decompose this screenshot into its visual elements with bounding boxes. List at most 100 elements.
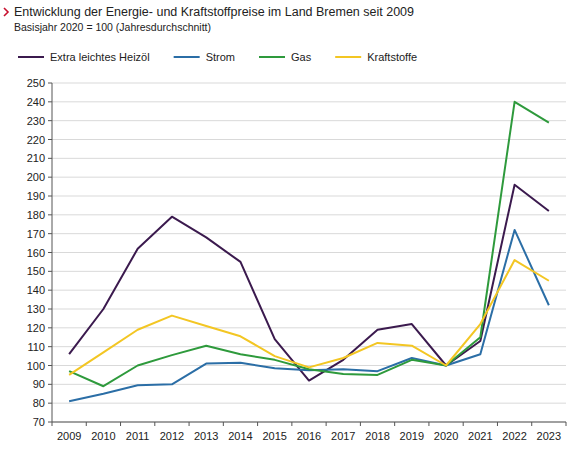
y-tick-label: 130 [27, 303, 45, 315]
grid-line [52, 177, 566, 178]
y-tick [48, 346, 52, 347]
x-tick [497, 422, 498, 426]
y-tick [48, 120, 52, 121]
series-line [69, 260, 549, 375]
y-tick-label: 200 [27, 171, 45, 183]
x-tick [394, 422, 395, 426]
grid-line [52, 120, 566, 121]
y-tick-label: 170 [27, 228, 45, 240]
x-tick [428, 422, 429, 426]
x-tick [120, 422, 121, 426]
x-axis [52, 422, 566, 423]
y-tick-label: 220 [27, 134, 45, 146]
y-tick-label: 210 [27, 152, 45, 164]
grid-line [52, 83, 566, 84]
y-tick [48, 83, 52, 84]
series-group [69, 102, 549, 401]
y-tick-label: 240 [27, 96, 45, 108]
grid-line [52, 290, 566, 291]
y-tick-label: 160 [27, 247, 45, 259]
y-tick [48, 196, 52, 197]
title-marker [4, 8, 8, 16]
x-tick-label: 2022 [502, 430, 526, 442]
y-tick [48, 327, 52, 328]
legend-label: Gas [291, 51, 312, 63]
x-tick-label: 2015 [262, 430, 286, 442]
series-line [69, 102, 549, 386]
x-tick-label: 2011 [126, 430, 150, 442]
x-tick [531, 422, 532, 426]
x-tick [189, 422, 190, 426]
grid-line [52, 139, 566, 140]
x-tick-label: 2019 [400, 430, 424, 442]
y-tick [48, 214, 52, 215]
legend-label: Kraftstoffe [367, 51, 417, 63]
y-tick [48, 403, 52, 404]
x-tick-label: 2010 [91, 430, 115, 442]
title: Entwicklung der Energie- und Kraftstoffp… [14, 5, 414, 19]
legend-swatch [174, 56, 200, 58]
y-tick-label: 90 [33, 378, 45, 390]
x-tick [326, 422, 327, 426]
x-tick [463, 422, 464, 426]
y-tick-label: 230 [27, 115, 45, 127]
legend-label: Strom [206, 51, 235, 63]
y-tick-label: 140 [27, 284, 45, 296]
x-tick [86, 422, 87, 426]
legend-swatch [18, 56, 44, 58]
y-axis [52, 83, 53, 422]
x-tick [154, 422, 155, 426]
x-tick-label: 2020 [434, 430, 458, 442]
x-tick-label: 2017 [331, 430, 355, 442]
x-tick [360, 422, 361, 426]
legend-label: Extra leichtes Heizöl [50, 51, 150, 63]
series-line [69, 185, 549, 381]
grid-line [52, 101, 566, 102]
grid-line [52, 196, 566, 197]
x-tick-label: 2016 [297, 430, 321, 442]
grid-line [52, 403, 566, 404]
x-tick-label: 2014 [228, 430, 252, 442]
y-tick-label: 70 [33, 416, 45, 428]
grid-line [52, 346, 566, 347]
x-tick [223, 422, 224, 426]
y-tick [48, 233, 52, 234]
y-tick [48, 309, 52, 310]
x-tick [291, 422, 292, 426]
x-tick-label: 2009 [57, 430, 81, 442]
y-tick-label: 180 [27, 209, 45, 221]
y-tick [48, 384, 52, 385]
grid-line [52, 384, 566, 385]
grid-line [52, 252, 566, 253]
y-tick [48, 177, 52, 178]
x-tick [257, 422, 258, 426]
legend-swatch [259, 56, 285, 58]
y-tick-label: 80 [33, 397, 45, 409]
x-tick-label: 2012 [160, 430, 184, 442]
grid-line [52, 233, 566, 234]
y-tick-label: 100 [27, 360, 45, 372]
y-tick [48, 139, 52, 140]
x-tick [566, 422, 567, 426]
chart: Entwicklung der Energie- und Kraftstoffp… [0, 0, 585, 457]
x-tick-label: 2013 [194, 430, 218, 442]
grid-line [52, 158, 566, 159]
y-tick [48, 158, 52, 159]
y-tick-label: 190 [27, 190, 45, 202]
y-tick-label: 150 [27, 265, 45, 277]
y-tick-label: 110 [27, 341, 45, 353]
x-tick-label: 2021 [468, 430, 492, 442]
y-tick [48, 271, 52, 272]
y-tick-label: 250 [27, 77, 45, 89]
grid-line [52, 327, 566, 328]
grid-line [52, 365, 566, 366]
series-line [69, 230, 549, 401]
x-tick [52, 422, 53, 426]
y-tick [48, 290, 52, 291]
grid-line [52, 214, 566, 215]
subtitle: Basisjahr 2020 = 100 (Jahresdurchschnitt… [14, 21, 211, 33]
legend-swatch [335, 56, 361, 58]
x-tick-label: 2023 [537, 430, 561, 442]
y-tick [48, 101, 52, 102]
x-tick-label: 2018 [365, 430, 389, 442]
